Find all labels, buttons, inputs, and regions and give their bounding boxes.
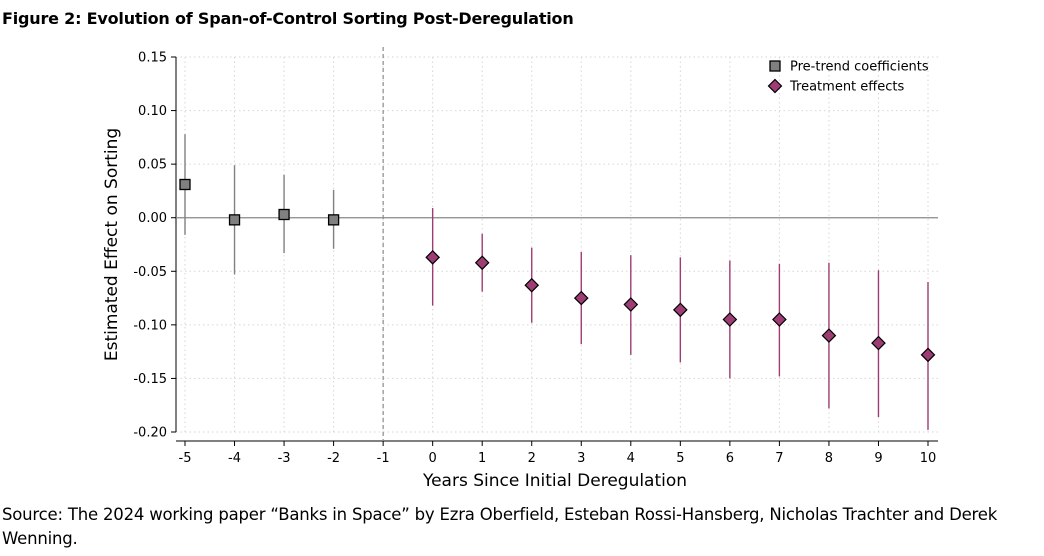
- x-tick-label: 8: [825, 451, 833, 466]
- pre-trend-point: [278, 208, 290, 221]
- y-tick-label: -0.05: [133, 265, 167, 280]
- treatment-point: [474, 255, 490, 271]
- x-tick-label: -4: [228, 451, 241, 466]
- y-tick-label: -0.15: [133, 372, 167, 387]
- y-tick-label: -0.10: [133, 318, 167, 333]
- x-tick-label: -2: [327, 451, 340, 466]
- reference-lines: [176, 47, 938, 441]
- legend-marker-square: [769, 60, 781, 72]
- x-tick-label: 9: [874, 451, 882, 466]
- x-tick-label: 4: [627, 451, 635, 466]
- treatment-point: [573, 290, 589, 306]
- x-tick-label: 3: [577, 451, 585, 466]
- x-tick-label: -5: [179, 451, 192, 466]
- treatment-point: [772, 312, 787, 327]
- event-study-chart: 0.15 0.10 0.05 0.00 -0.05 -0.10 -0.15 -0.20 -5 -4…: [102, 47, 938, 492]
- y-tick-label: 0.00: [138, 211, 167, 226]
- axis-labels: 0.15 0.10 0.05 0.00 -0.05 -0.10 -0.15 -0.20 -5 -4…: [102, 51, 936, 492]
- treatment-point: [623, 297, 639, 312]
- x-tick-label: 1: [478, 451, 486, 466]
- y-axis-title: Estimated Effect on Sorting: [102, 128, 122, 361]
- grid-lines: [176, 56, 938, 433]
- y-tick-label: 0.15: [138, 51, 167, 66]
- x-tick-label: -3: [278, 451, 291, 466]
- axes: [171, 56, 938, 446]
- x-tick-label: -1: [377, 451, 390, 466]
- x-tick-label: 2: [528, 451, 536, 466]
- x-tick-label: 0: [429, 451, 437, 466]
- x-tick-label: 10: [920, 451, 937, 466]
- legend-marker-diamond: [767, 78, 783, 94]
- pre-trend-point: [327, 214, 340, 226]
- legend-label: Pre-trend coefficients: [790, 60, 929, 75]
- treatment-point: [871, 335, 886, 351]
- treatment-point: [425, 250, 441, 265]
- pre-trend-point: [228, 214, 241, 226]
- treatment-point: [524, 277, 540, 293]
- treatment-point: [672, 302, 688, 318]
- x-tick-label: 6: [726, 451, 734, 466]
- confidence-intervals: [184, 134, 929, 430]
- treatment-point: [722, 312, 738, 327]
- y-tick-label: -0.20: [133, 426, 167, 441]
- treatment-point: [920, 347, 936, 363]
- y-tick-label: 0.10: [138, 104, 167, 119]
- treatment-point: [821, 328, 837, 343]
- source-note: Source: The 2024 working paper “Banks in…: [2, 505, 998, 548]
- x-tick-label: 7: [775, 451, 783, 466]
- x-tick-label: 5: [676, 451, 684, 466]
- point-markers: [179, 178, 936, 363]
- y-tick-label: 0.05: [138, 158, 167, 173]
- pre-trend-point: [179, 178, 191, 191]
- legend-label: Treatment effects: [789, 80, 904, 95]
- x-axis-title: Years Since Initial Deregulation: [422, 471, 687, 491]
- legend: Pre-trend coefficients Treatment effects: [767, 60, 929, 95]
- figure-title: Figure 2: Evolution of Span-of-Control S…: [2, 9, 574, 28]
